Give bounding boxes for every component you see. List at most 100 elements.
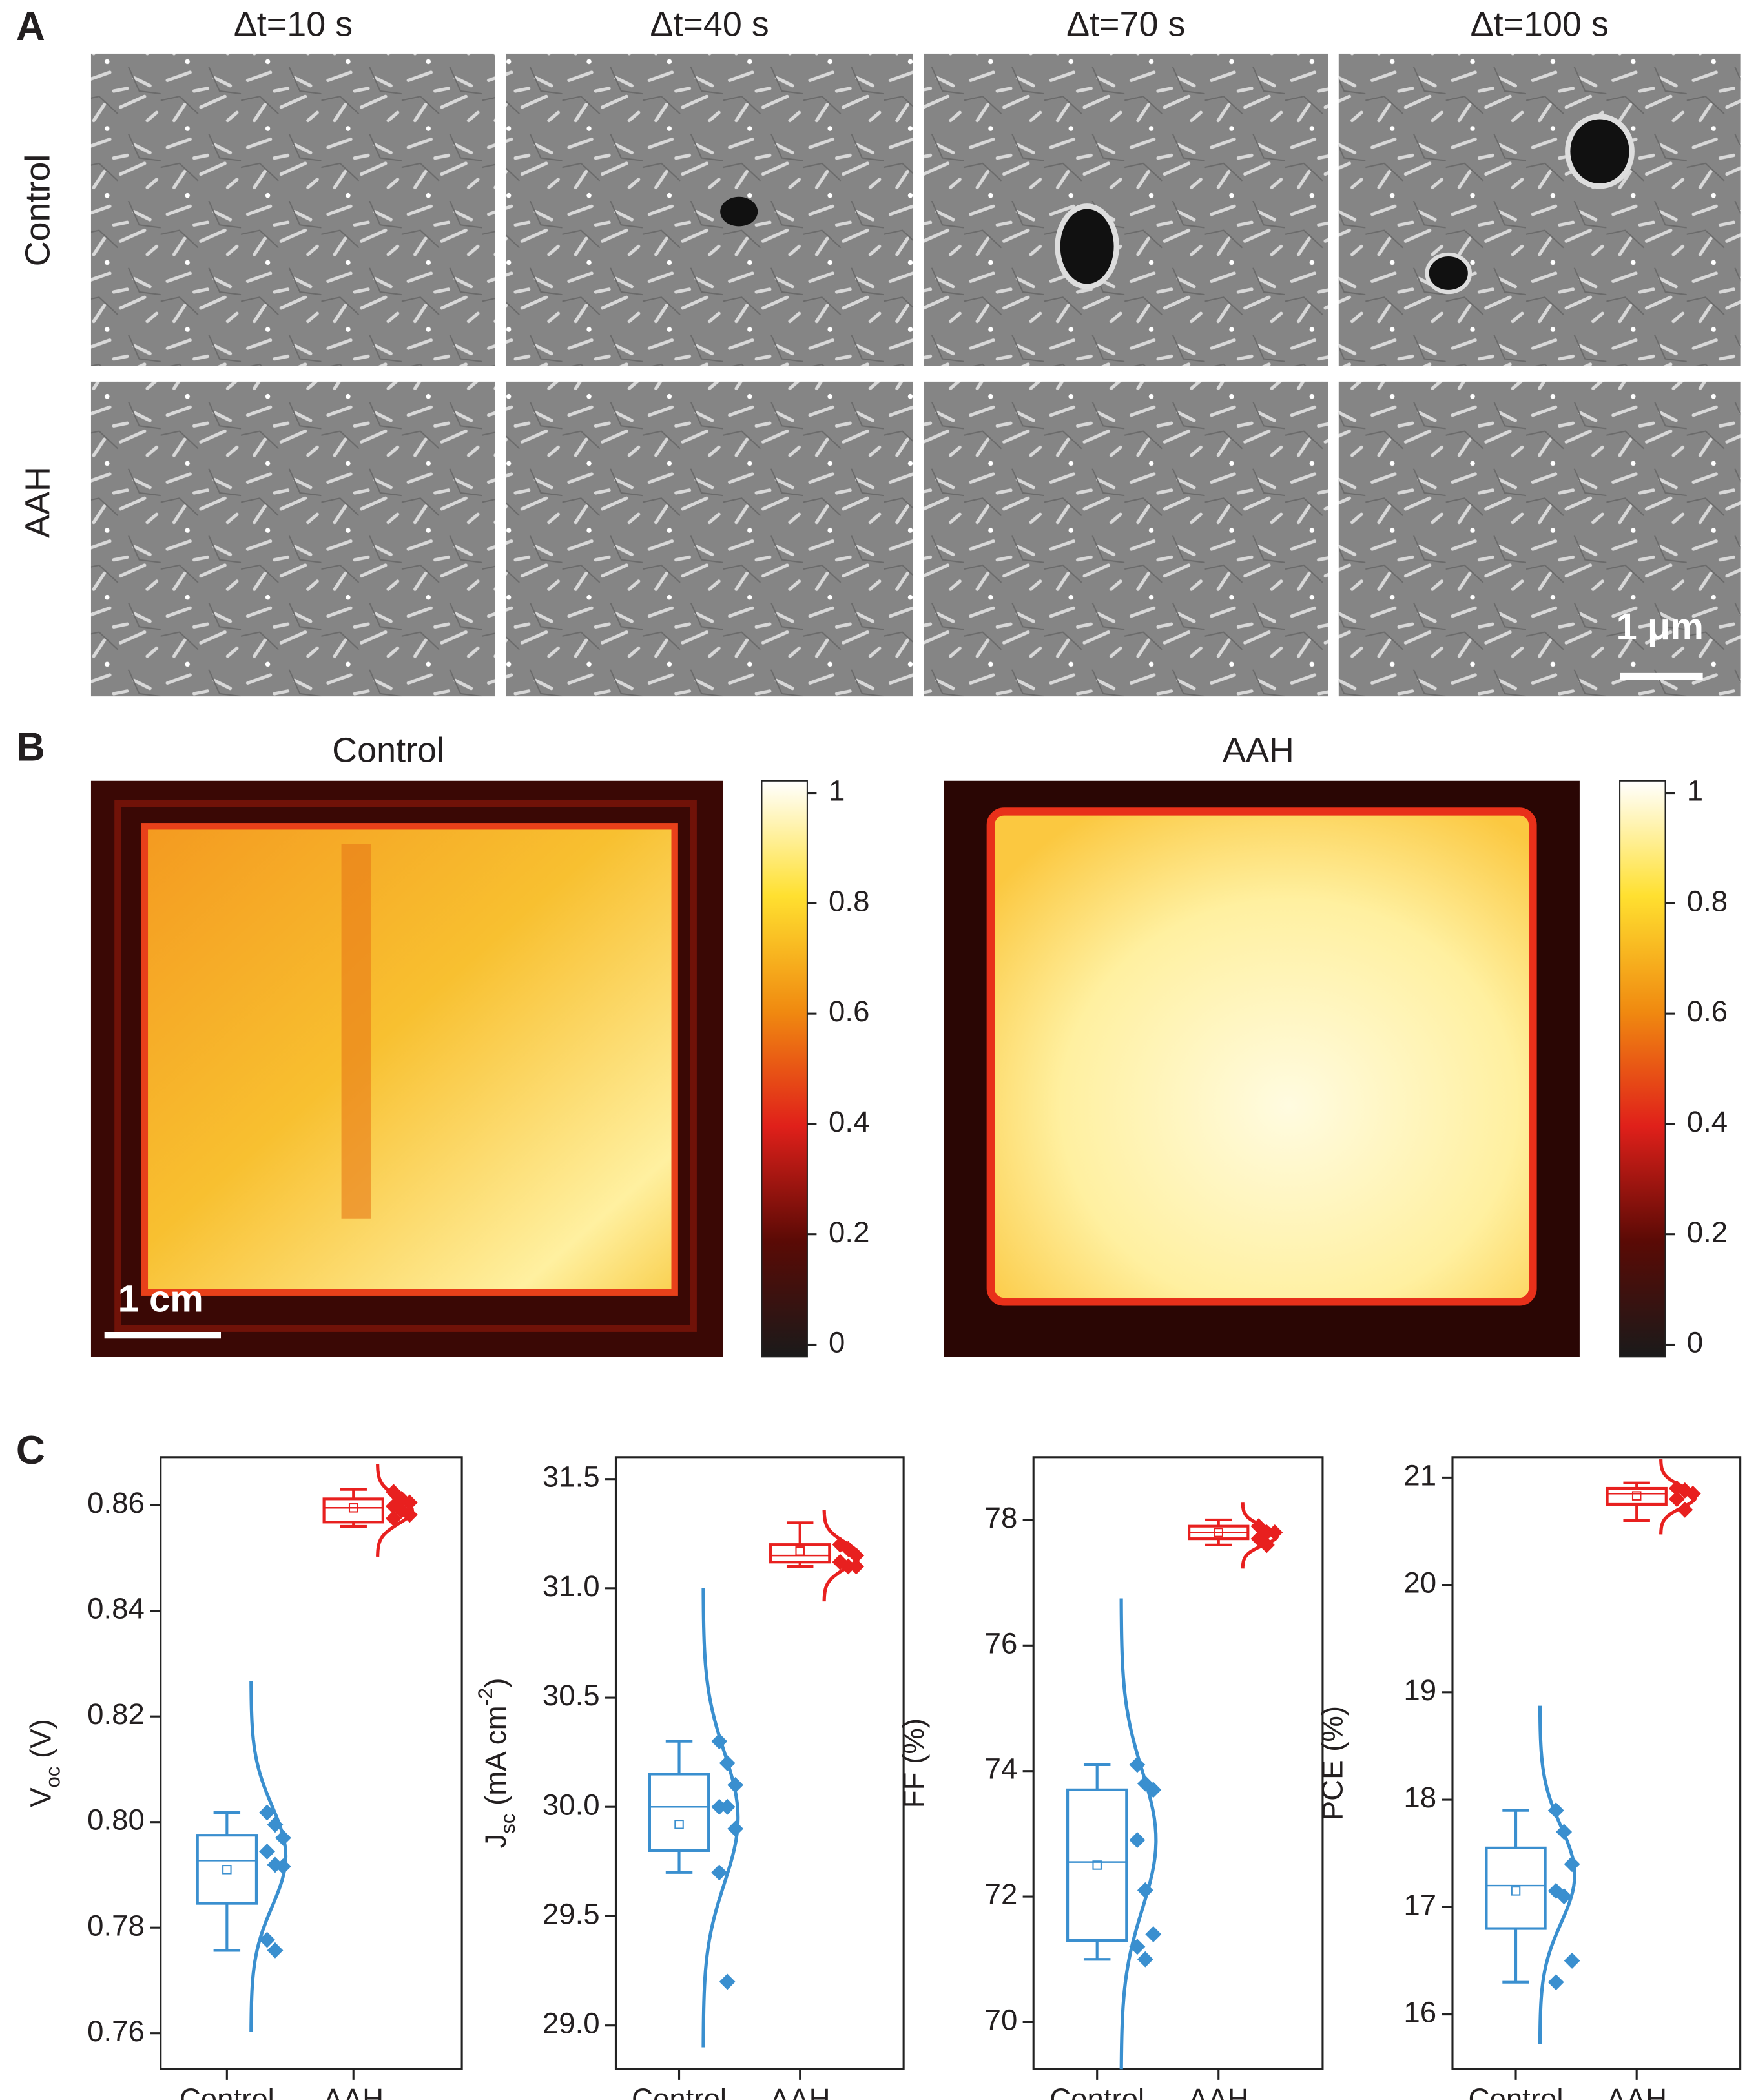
data-point	[259, 1931, 275, 1948]
data-point	[259, 1804, 275, 1821]
y-axis-label: Jsc (mA cm-2)	[474, 1678, 519, 1849]
mean-marker	[348, 1503, 358, 1513]
colorbar-tick-label: 0	[829, 1326, 845, 1359]
scale-bar-label: 1 μm	[1617, 606, 1704, 648]
colorbar-tick-label: 0.6	[1687, 995, 1728, 1028]
colorbar-tick-label: 0.4	[1687, 1105, 1728, 1138]
data-point	[719, 1798, 736, 1815]
y-tick-label: 21	[1403, 1459, 1436, 1492]
colorbar-tick-label: 0.8	[1687, 884, 1728, 917]
plot-frame	[614, 1456, 905, 2070]
y-tick-label: 0.84	[87, 1592, 145, 1625]
y-axis-label-part: (mA cm	[479, 1705, 512, 1813]
distribution-curve	[822, 1509, 861, 1602]
row-label: Control	[18, 154, 57, 267]
heatmap-frame	[114, 800, 697, 1332]
distribution-curve	[1659, 1459, 1698, 1535]
heatmap-title: Control	[332, 731, 444, 769]
y-tick-label: 18	[1403, 1781, 1436, 1814]
y-tick-label: 31.5	[543, 1461, 600, 1493]
sem-image	[506, 381, 913, 697]
data-point	[719, 1973, 736, 1990]
box-chart: 29.0 29.5 30.0 30.5 31.0 31.5 Jsc (mA cm-2) Con…	[474, 1456, 905, 2100]
sem-image	[924, 53, 1328, 366]
x-tick-label: Control	[1049, 2083, 1144, 2100]
box-chart: 16 17 18 19 20 21 PCE (%) Control AAH	[1316, 1456, 1742, 2100]
colorbar-tick-label: 0.2	[1687, 1216, 1728, 1249]
x-tick-label: Control	[180, 2083, 274, 2100]
mean-marker	[1092, 1860, 1102, 1870]
pinhole	[720, 196, 758, 227]
y-tick-label: 30.5	[543, 1679, 600, 1712]
panel-b: 1 cm Control AAH	[90, 731, 1580, 1357]
x-tick-label: Control	[1469, 2083, 1564, 2100]
y-axis-label-part: sc	[497, 1814, 519, 1834]
y-tick-label: 29.0	[543, 2007, 600, 2040]
column-title: Δt=100 s	[1471, 5, 1609, 44]
sem-image	[924, 381, 1328, 697]
box	[1485, 1846, 1547, 1930]
y-tick-label: 30.0	[543, 1788, 600, 1821]
y-tick-label: 76	[985, 1627, 1018, 1659]
colorbar	[761, 780, 808, 1358]
distribution-curve	[701, 1588, 740, 2048]
heatmap-feature	[341, 844, 371, 1219]
column-title: Δt=40 s	[650, 5, 769, 44]
data-point	[1564, 1952, 1580, 1969]
y-tick-label: 20	[1403, 1566, 1436, 1599]
y-axis-label-part: -2	[474, 1688, 497, 1706]
distribution-curve	[249, 1681, 288, 2032]
distribution-curve	[1241, 1502, 1279, 1569]
y-tick-label: 19	[1403, 1674, 1436, 1707]
data-point	[1564, 1856, 1580, 1873]
y-tick-label: 16	[1403, 1996, 1436, 2029]
y-axis-label-part: FF (%)	[897, 1718, 930, 1808]
distribution-curve	[376, 1464, 415, 1557]
data-point	[1129, 1832, 1146, 1849]
heatmap-area	[986, 807, 1537, 1306]
plot-frame	[160, 1456, 463, 2070]
box-chart: 70 72 74 76 78 FF (%) Control AAH	[897, 1456, 1324, 2100]
y-tick-label: 0.86	[87, 1486, 145, 1519]
y-tick-label: 31.0	[543, 1570, 600, 1603]
y-axis-label: Voc (V)	[24, 1719, 64, 1807]
sem-image	[90, 381, 495, 697]
pinhole	[1425, 252, 1473, 295]
data-point	[1547, 1974, 1564, 1991]
colorbar-tick-label: 1	[829, 775, 845, 807]
y-axis-label-part: (V)	[24, 1719, 57, 1766]
sem-image	[506, 53, 913, 366]
data-point	[1137, 1951, 1153, 1968]
column-title: Δt=70 s	[1066, 5, 1185, 44]
y-tick-label: 0.78	[87, 1909, 145, 1942]
mean-marker	[1631, 1491, 1642, 1501]
mean-marker	[674, 1820, 684, 1829]
x-tick-label: AAH	[323, 2083, 384, 2100]
sem-image	[90, 53, 495, 366]
x-tick-label: AAH	[770, 2083, 831, 2100]
panel-label: C	[16, 1428, 45, 1473]
y-axis-label: FF (%)	[897, 1718, 930, 1808]
data-point	[259, 1844, 275, 1860]
panel-label: A	[16, 5, 45, 49]
data-point	[1145, 1926, 1162, 1942]
heatmap-area	[141, 823, 678, 1296]
pinhole	[1055, 203, 1119, 289]
plot-frame	[1032, 1456, 1324, 2070]
y-axis-label-part: oc	[41, 1767, 64, 1788]
row-label: AAH	[18, 466, 57, 538]
box	[648, 1773, 710, 1852]
box	[322, 1497, 384, 1524]
y-tick-label: 0.80	[87, 1804, 145, 1836]
sem-image	[1338, 381, 1741, 697]
mean-marker	[795, 1546, 805, 1556]
scale-bar-label: 1 cm	[118, 1278, 203, 1320]
colorbar-tick-label: 0	[1687, 1326, 1703, 1359]
box	[196, 1834, 258, 1905]
colorbar	[1619, 780, 1666, 1358]
colorbar-tick-label: 0.2	[829, 1216, 869, 1249]
y-tick-label: 29.5	[543, 1897, 600, 1930]
colorbar-tick-label: 0.4	[829, 1105, 869, 1138]
y-tick-label: 70	[985, 2003, 1018, 2036]
